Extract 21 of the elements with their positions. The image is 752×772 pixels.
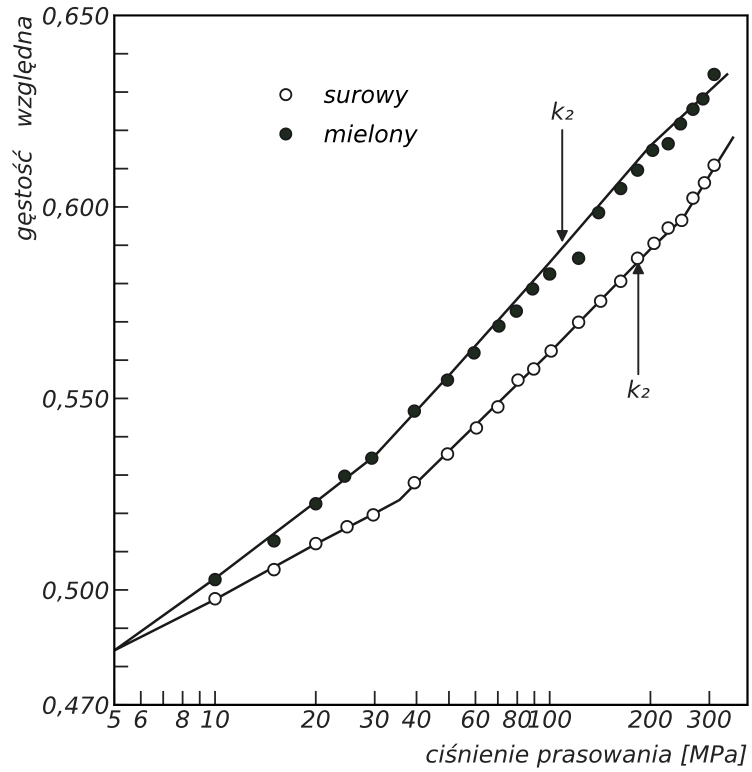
y-tick-label: 0,600: [43, 198, 108, 219]
annotation: k₂: [551, 102, 574, 120]
x-tick-label: 40: [402, 710, 430, 728]
y-tick-label: 0,470: [43, 696, 108, 717]
x-tick-label: 60: [462, 710, 490, 728]
x-tick-label: 300: [686, 710, 731, 728]
y-axis-title: gęstość względna: [12, 16, 36, 240]
x-axis-title: ciśnienie prasowania [MPa]: [426, 744, 746, 768]
x-tick-label: 30: [360, 710, 389, 728]
x-tick-label: 20: [300, 710, 330, 728]
legend-label: mielony: [324, 124, 418, 148]
x-tick-label: 8: [176, 710, 190, 728]
x-tick-label: 6: [134, 710, 148, 728]
y-tick-label: 0,500: [43, 581, 108, 602]
y-tick-label: 0,550: [43, 390, 108, 410]
legend-label: surowy: [324, 90, 409, 108]
x-tick-label: 5: [107, 710, 121, 728]
x-tick-label: 10: [201, 710, 229, 728]
y-tick-label: 0,650: [43, 6, 108, 28]
annotation: k₂: [628, 380, 650, 398]
x-tick-label: 200: [628, 710, 672, 728]
